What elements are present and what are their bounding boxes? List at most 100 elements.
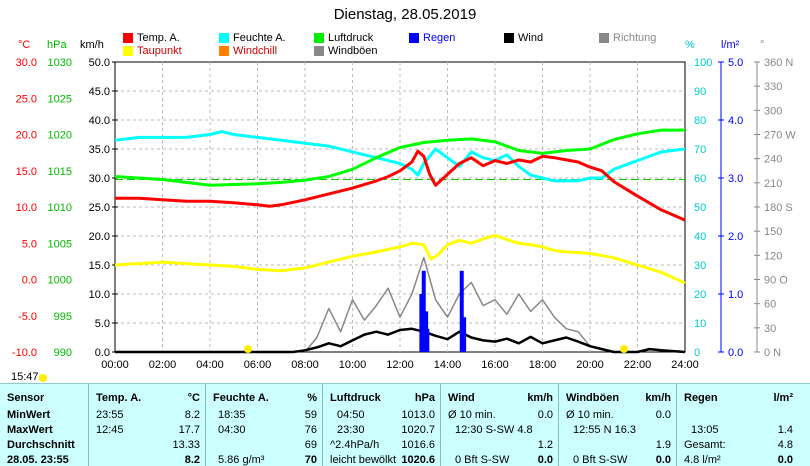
stats-table: Sensor MinWert MaxWert Durchschnitt 28.0… [0,383,810,466]
direction-tick-label: 60 [764,299,776,311]
wind-tick-label: 40.0 [89,115,110,127]
cell-value: 4.8 [777,439,793,451]
pressure-tick-label: 990 [54,347,72,359]
x-tick-label: 02:00 [149,359,177,371]
temp-tick-label: -5.0 [18,311,37,323]
legend-swatch [123,46,133,56]
temp-tick-label: -10.0 [12,347,37,359]
legend-temp: Temp. A. [123,32,180,44]
col-gusts: Windböen km/h Ø 10 min. 0.0 12:55 N 16.3… [558,384,677,466]
legend-swatch [123,33,133,43]
pressure-tick-label: 1010 [48,202,72,214]
wind-tick-label: 10.0 [89,289,110,301]
rain-bar [421,270,426,352]
humidity-tick-label: 70 [694,144,706,156]
cell-value: 76 [304,424,317,436]
x-tick-label: 18:00 [529,359,557,371]
cell-sub: 04:30 [218,424,246,436]
cell-value: 0.0 [655,409,671,421]
wind-tick-label: 45.0 [89,86,110,98]
cell-value: 69 [304,439,317,451]
x-tick-label: 24:00 [671,359,699,371]
direction-tick-label: 240 [764,154,782,166]
x-tick-label: 00:00 [101,359,129,371]
cell-sub: Gesamt: [684,439,726,451]
col-header: Feuchte A. [213,392,269,404]
humidity-tick-label: 40 [694,231,706,243]
legend-label: Regen [423,32,456,44]
col-unit: km/h [645,392,671,404]
col-rain: Regen l/m² 13:05 1.4 Gesamt: 4.8 4.8 l/m… [676,384,799,466]
cell-sub: 23:55 [96,409,124,421]
rain-tick-label: 5.0 [728,57,743,69]
legend-label: Taupunkt [137,45,182,57]
legend-swatch [409,33,419,43]
col-unit: hPa [414,392,435,404]
cell-value: 1013.0 [401,409,435,421]
col-header: Temp. A. [96,392,142,404]
cell-value: 1016.6 [401,439,435,451]
humidity-tick-label: 50 [694,202,706,214]
series-windb-en [304,256,614,353]
sunrise-icon [244,345,252,353]
rain-bar [459,270,464,352]
legend-swatch [314,33,324,43]
cell-sub: 12:30 S-SW 4.8 [455,424,533,436]
humidity-tick-label: 30 [694,260,706,272]
direction-tick-label: 0 N [764,347,781,359]
cell-value: 1.4 [777,424,793,436]
rain-tick-label: 4.0 [728,115,743,127]
rain-tick-label: 0.0 [728,347,743,359]
direction-tick-label: 300 [764,105,782,117]
cell-sub: Ø 10 min. [448,409,496,421]
wind-tick-label: 35.0 [89,144,110,156]
temp-tick-label: 5.0 [22,238,37,250]
cell-sub: 5.86 g/m³ [218,454,265,466]
humidity-tick-label: 100 [694,57,712,69]
x-tick-label: 08:00 [291,359,319,371]
rain-unit: l/m² [721,39,740,51]
legend-swatch [504,33,514,43]
temp-tick-label: 20.0 [16,130,37,142]
legend-label: Feuchte A. [233,32,286,44]
series-taupunkt [114,233,686,285]
wind-tick-label: 25.0 [89,202,110,214]
pressure-tick-label: 1020 [48,130,72,142]
cell-value: 0.0 [537,409,553,421]
direction-tick-label: 360 N [764,57,793,69]
legend-swatch [219,33,229,43]
cell-value: 17.7 [178,424,200,436]
humidity-tick-label: 80 [694,115,706,127]
cell-value: 0.0 [655,454,671,466]
direction-tick-label: 90 O [764,275,788,287]
cell-value: 1020.7 [401,424,435,436]
wind-unit: km/h [80,39,104,51]
legend-dewpoint: Taupunkt [123,45,182,57]
direction-unit: ° [760,39,765,51]
row-label: MinWert [7,409,51,421]
humidity-tick-label: 20 [694,289,706,301]
wind-tick-label: 15.0 [89,260,110,272]
cell-sub: 4.8 l/m² [684,454,721,466]
legend-label: Temp. A. [137,32,180,44]
legend-label: Wind [518,32,544,44]
legend-swatch [599,33,609,43]
weather-chart: 00:00 02:00 04:00 06:00 08:00 10:00 12:00 14:00… [12,57,796,371]
col-header: Regen [684,392,718,404]
col-humidity: Feuchte A. % 18:35 59 04:30 76 69 5.86 g… [205,384,323,466]
row-label: 28.05. 23:55 [7,454,69,466]
legend-label: Windböen [328,45,378,57]
series-feuchte-a- [114,130,686,183]
wind-tick-label: 50.0 [89,57,110,69]
temp-tick-label: 10.0 [16,202,37,214]
temp-tick-label: 15.0 [16,166,37,178]
series-wind [115,327,686,354]
rain-bar [462,317,467,352]
humidity-tick-label: 0 [694,347,700,359]
cell-sub: leicht bewölkt [330,454,397,466]
cell-value: 13.33 [172,439,200,451]
pressure-tick-label: 1000 [48,275,72,287]
rain-bar [425,328,430,352]
cell-value: 59 [304,409,317,421]
row-label: MaxWert [7,424,53,436]
